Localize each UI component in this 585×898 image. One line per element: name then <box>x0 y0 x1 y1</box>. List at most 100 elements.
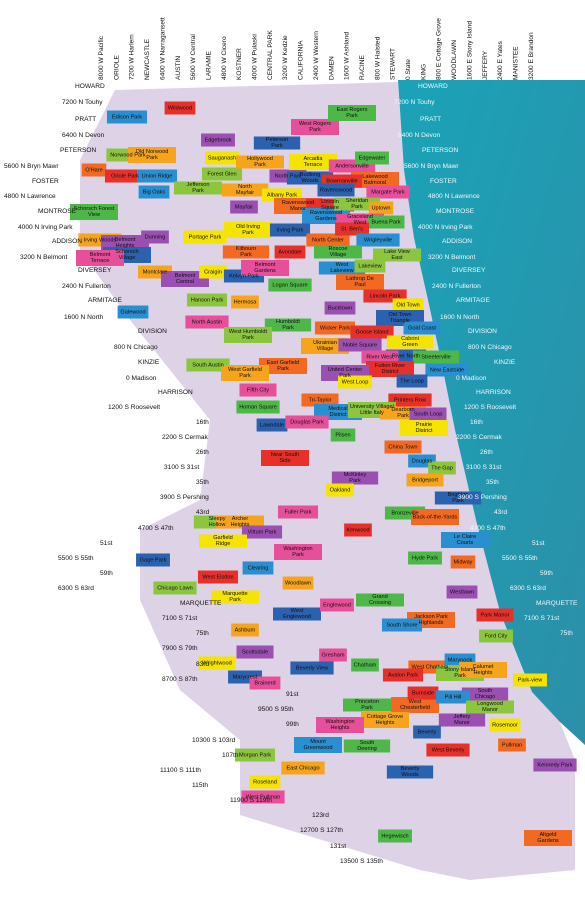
neighborhood-area <box>186 293 228 307</box>
neighborhood-label: Graceland West <box>347 214 373 226</box>
neighborhood-area <box>412 350 460 364</box>
neighborhood-area <box>274 544 322 560</box>
neighborhood-label: Kenwood <box>346 527 369 533</box>
neighborhood-area <box>128 147 176 163</box>
neighborhood-label: Chatham <box>354 662 377 668</box>
street-label: 4000 N Irving Park <box>18 224 73 231</box>
neighborhood-area <box>216 515 264 529</box>
street-label: RACINE <box>359 54 366 80</box>
street-label: 5500 S 55th <box>58 555 94 562</box>
neighborhood-label: Douglas <box>412 458 433 464</box>
neighborhood-area <box>368 201 394 215</box>
neighborhood-label: Ashburn <box>235 627 256 633</box>
neighborhood-label: Albany Park <box>267 192 297 198</box>
neighborhood-area <box>338 375 372 389</box>
neighborhood-label: West Pullman <box>246 794 280 800</box>
street-label: PRATT <box>75 116 96 123</box>
street-label: CENTRAL PARK <box>267 30 274 80</box>
street-label: 8700 S 87th <box>162 676 198 683</box>
neighborhood-area <box>314 245 362 259</box>
street-label: 7900 S 79th <box>162 645 198 652</box>
neighborhood-label: The Loop <box>400 378 424 384</box>
street-label: 99th <box>286 721 299 728</box>
street-label: CALIFORNIA <box>298 40 305 80</box>
neighborhood-area <box>350 325 394 339</box>
neighborhood-label: Hollywood Park <box>247 156 273 168</box>
neighborhood-label: Lincoln Square <box>321 199 339 211</box>
neighborhood-area <box>343 739 391 753</box>
neighborhood-area <box>441 532 489 548</box>
neighborhood-label: Marycrest <box>233 674 258 680</box>
street-label: MANISTEE <box>512 46 519 80</box>
neighborhood-area <box>330 428 356 442</box>
neighborhood-label: Midway <box>454 559 473 565</box>
neighborhood-label: Chicago Lawn <box>157 585 192 591</box>
neighborhood-label: Kelvyn Park <box>229 273 259 279</box>
neighborhood-label: Dearborn Park <box>391 407 414 419</box>
neighborhood-area <box>319 648 347 662</box>
neighborhood-label: Fifth City <box>247 387 269 393</box>
neighborhood-area <box>198 656 236 670</box>
neighborhood-label: Park Manor <box>481 612 510 618</box>
neighborhood-label: East Rogers Park <box>337 107 368 119</box>
neighborhood-area <box>479 629 513 643</box>
neighborhood-area <box>224 327 272 343</box>
neighborhood-label: Dunning <box>145 234 166 240</box>
neighborhood-label: Printers Row <box>394 397 427 403</box>
neighborhood-area <box>392 298 424 312</box>
street-label: HOWARD <box>75 83 105 90</box>
neighborhood-label: Oriole Park <box>111 173 139 179</box>
street-label: PRATT <box>420 116 441 123</box>
neighborhood-label: Bronzeville <box>391 510 418 516</box>
neighborhood-label: Irving Woods <box>84 237 117 243</box>
street-label: ADDISON <box>442 238 472 245</box>
neighborhood-label: Union Ridge <box>142 173 173 179</box>
street-label: 800 W Halsted <box>374 36 381 80</box>
street-label: HARRISON <box>158 389 193 396</box>
neighborhood-area <box>406 473 444 487</box>
neighborhood-label: Kilbourn Park <box>236 246 257 258</box>
neighborhood-area <box>174 181 222 195</box>
street-label: NEWCASTLE <box>144 38 151 80</box>
neighborhood-area <box>294 737 342 753</box>
street-label: 75th <box>196 630 209 637</box>
neighborhood-area <box>277 505 319 519</box>
neighborhood-label: East Chicago <box>286 765 319 771</box>
neighborhood-area <box>289 154 337 170</box>
neighborhood-label: Pill Hill <box>445 694 462 700</box>
neighborhood-area <box>199 534 247 548</box>
neighborhood-label: Brainerd <box>254 680 275 686</box>
neighborhood-area <box>411 509 459 525</box>
neighborhood-label: West Loop <box>342 379 369 385</box>
neighborhood-area <box>326 483 354 497</box>
street-label: 1200 S Roosevelt <box>108 404 160 411</box>
neighborhood-area <box>224 222 272 238</box>
neighborhood-area <box>428 461 456 475</box>
neighborhood-label: Scottsdale <box>242 649 268 655</box>
neighborhood-area <box>185 315 229 329</box>
neighborhood-label: Pilsen <box>335 432 350 438</box>
neighborhood-label: West Rogers Park <box>299 121 331 133</box>
street-label: 4800 N Lawrence <box>428 193 480 200</box>
neighborhood-label: Vittum Park <box>248 529 277 535</box>
neighborhood-area <box>138 185 170 199</box>
street-label: 6400 N Devon <box>398 132 440 139</box>
neighborhood-label: Jackson Park Highlands <box>414 614 448 626</box>
neighborhood-label: Arcadia Terrace <box>304 156 324 168</box>
neighborhood-label: North Austin <box>192 319 222 325</box>
neighborhood-label: South Loop <box>414 411 443 417</box>
neighborhood-label: West Humboldt Park <box>229 329 268 341</box>
neighborhood-area <box>231 295 259 309</box>
street-label: KINZIE <box>494 359 516 366</box>
street-label: 3200 N Belmont <box>428 254 475 261</box>
neighborhood-area <box>201 133 235 147</box>
neighborhood-label: Gresham <box>321 652 344 658</box>
neighborhood-label: Andersonville <box>335 163 369 169</box>
street-label: 51st <box>100 540 113 547</box>
neighborhood-area <box>533 758 577 772</box>
neighborhood-area <box>183 230 227 244</box>
street-label: 35th <box>196 479 209 486</box>
neighborhood-label: Craigin <box>204 269 222 275</box>
street-label: 800 N Chicago <box>114 344 158 351</box>
